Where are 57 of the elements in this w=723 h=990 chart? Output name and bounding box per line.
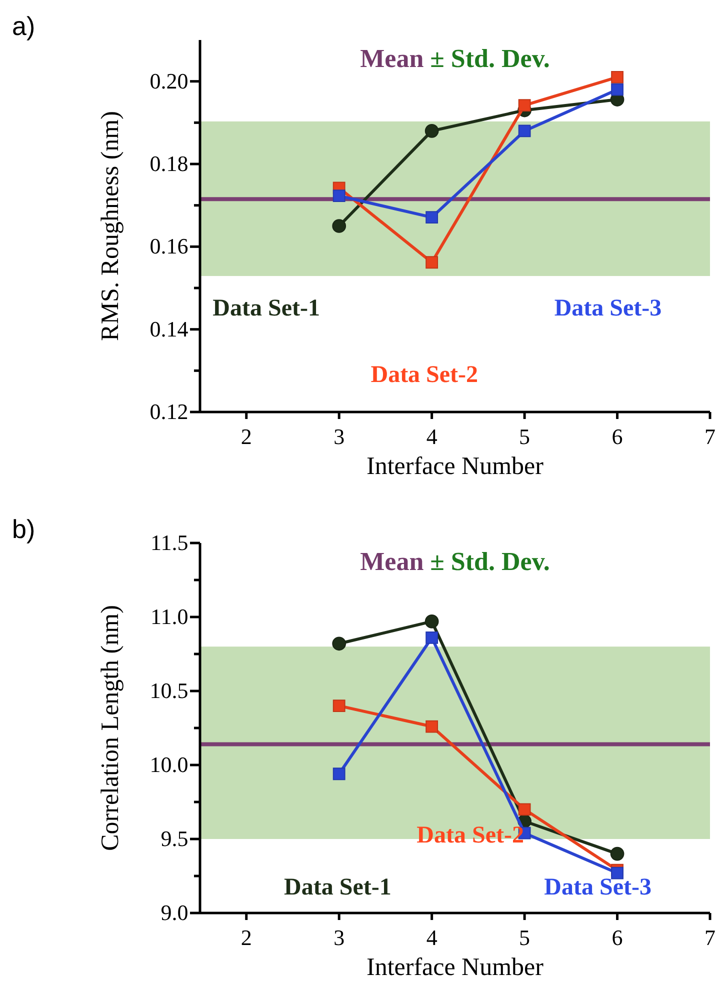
text: Data Set-2: [370, 362, 478, 388]
series-label: Data Set-3: [544, 874, 652, 900]
point: [426, 720, 438, 733]
point: [611, 866, 624, 880]
x-tick-label: 7: [704, 424, 716, 449]
series-label: Data Set-2: [416, 822, 524, 849]
text: Data Set-1: [284, 874, 392, 900]
x-axis-title: Interface Number: [366, 954, 544, 981]
band-label: ± Std. Dev.: [430, 547, 550, 576]
x-tick-label: 5: [519, 424, 530, 449]
point: [332, 700, 346, 712]
y-tick-label: 0.20: [150, 68, 188, 94]
x-tick-label: 2: [240, 424, 252, 449]
ref-line-label: Mean: [360, 547, 430, 576]
x-tick-label: 6: [612, 925, 623, 950]
ref-line-label: Mean: [360, 44, 430, 73]
point: [332, 768, 346, 780]
y-tick-label: 0.12: [150, 399, 188, 424]
y-axis-title: Correlation Length (nm): [97, 605, 124, 851]
point: [610, 846, 624, 861]
point: [611, 83, 624, 96]
x-tick-label: 3: [334, 424, 345, 449]
point: [611, 71, 624, 84]
y-tick-label: 0.18: [150, 151, 188, 176]
y-tick-label: 0.14: [150, 316, 188, 342]
y-tick-label: 10.0: [150, 752, 188, 778]
point: [426, 211, 438, 224]
y-tick-label: 9.0: [160, 900, 188, 926]
point: [332, 636, 346, 651]
x-tick-label: 4: [426, 925, 438, 950]
y-tick-label: 9.5: [160, 826, 188, 852]
point: [424, 614, 439, 628]
y-tick-label: 11.0: [150, 604, 188, 630]
text: a): [12, 11, 36, 41]
band-label: ± Std. Dev.: [430, 44, 550, 73]
x-tick-label: 7: [704, 925, 716, 950]
text: Data Set-3: [554, 295, 662, 322]
y-axis-title: RMS. Roughness (nm): [97, 111, 124, 341]
point: [518, 803, 531, 816]
point: [518, 124, 531, 138]
text: Data Set-1: [212, 295, 320, 322]
y-tick-label: 0.16: [150, 234, 188, 259]
x-axis-title: Interface Number: [366, 453, 544, 480]
point: [332, 219, 346, 233]
x-tick-label: 4: [426, 424, 438, 449]
text: b): [12, 514, 36, 544]
point: [332, 190, 346, 202]
y-tick-label: 10.5: [150, 678, 188, 704]
x-tick-label: 5: [519, 925, 530, 950]
y-tick-label: 11.5: [150, 530, 188, 556]
x-tick-label: 6: [612, 424, 623, 449]
x-tick-label: 2: [240, 925, 252, 950]
point: [426, 256, 438, 269]
point: [518, 99, 531, 112]
point: [426, 632, 438, 644]
x-tick-label: 3: [334, 925, 345, 950]
point: [424, 124, 439, 138]
